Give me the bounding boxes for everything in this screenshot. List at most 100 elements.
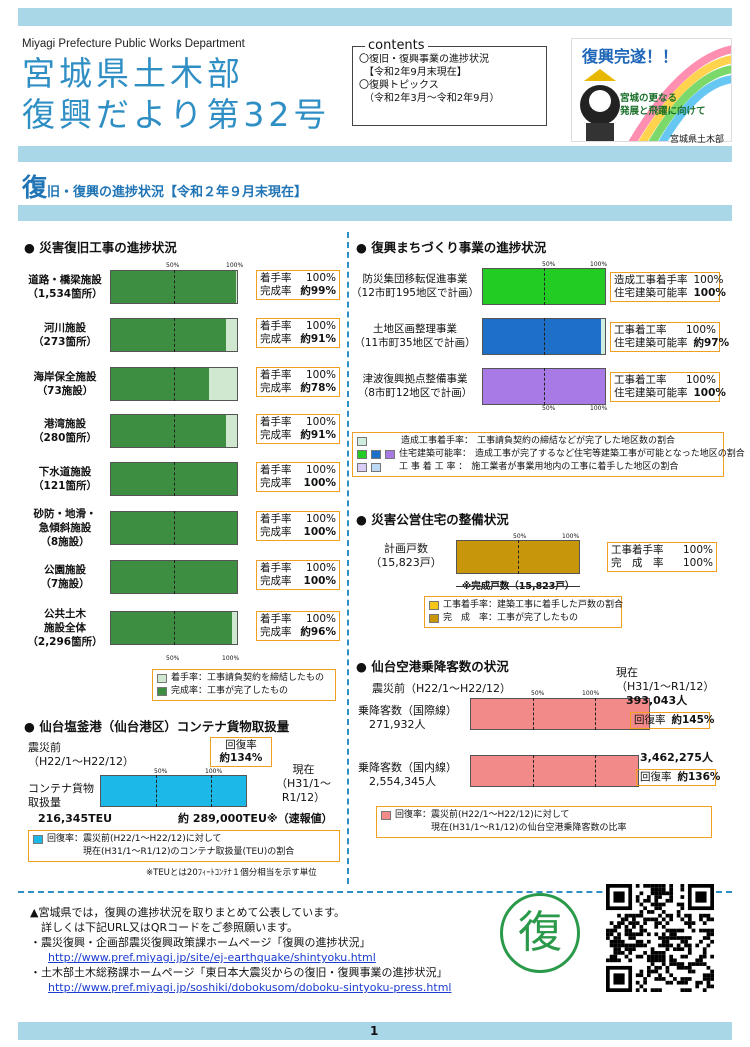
url-link-2[interactable]: http://www.pref.miyagi.jp/soshiki/doboku… xyxy=(48,981,452,994)
town-scale-50-top: 50% xyxy=(542,261,556,268)
legend-text: 造成工事が完了するなど住宅等建築工事が可能となった地区の割合 xyxy=(475,449,745,459)
rate-value: 約145% xyxy=(671,714,715,726)
rate-label: 住宅建築可能率 xyxy=(614,287,688,299)
airport-bar-50-line xyxy=(533,698,534,730)
legend-swatch xyxy=(385,450,395,459)
town-bar-midline xyxy=(544,368,545,405)
airport-before-label: 震災前（H22/1～H22/12） xyxy=(372,682,511,695)
disaster-item-label: 河川施設 （273箇所） xyxy=(33,322,97,348)
rate-value: 100% xyxy=(693,274,724,286)
legend-swatch xyxy=(357,450,367,459)
rate-value: 100% xyxy=(305,464,336,476)
housing-legend: 工事着手率：建築工事に着手した戸数の割合 完 成 率：工事が完了したもの xyxy=(424,596,624,628)
section-title: 復旧・復興の進捗状況【令和２年９月末現在】 xyxy=(22,168,307,204)
column-divider xyxy=(347,232,349,884)
badge-title: 復興完遂！！ xyxy=(582,47,679,66)
legend-item: 完成率：工事が完了したもの xyxy=(157,685,331,698)
legend-swatch xyxy=(429,601,439,610)
rate-value: 100% xyxy=(682,544,713,556)
rate-label: 完 成 率 xyxy=(611,557,664,569)
port-bar xyxy=(100,775,248,807)
legend-item: 回復率：震災前(H22/1～H22/12)に対して 現在(H31/1～R1/12… xyxy=(381,809,707,835)
rate-row: 回復率 約145% xyxy=(634,714,714,727)
port-scale-50: 50% xyxy=(154,768,168,775)
rate-value: 100% xyxy=(303,526,336,538)
town-scale-100-top: 100% xyxy=(590,261,608,268)
port-scale-100: 100% xyxy=(205,768,223,775)
rate-label: 回復率 xyxy=(640,771,672,783)
badge-org: 宮城県土木部 xyxy=(670,135,725,145)
disaster-bar xyxy=(110,462,238,496)
footer-bar xyxy=(18,1022,732,1040)
town-scale-50-bottom: 50% xyxy=(542,405,556,412)
legend-item: 造成工事着手率： 工事請負契約の締結などが完了した地区数の割合 xyxy=(357,435,719,448)
rate-value: 約91% xyxy=(300,429,336,441)
disaster-bar xyxy=(110,367,238,401)
airport-bar-100-line xyxy=(595,698,596,730)
rate-value: 100% xyxy=(305,562,336,574)
port-cargo-label: コンテナ貨物 取扱量 xyxy=(28,782,94,809)
housing-scale-100: 100% xyxy=(562,533,580,540)
housing-bar xyxy=(456,540,580,574)
rate-label: 工事着工率 xyxy=(614,324,667,336)
legend-item: 回復率：震災前(H22/1～H22/12)に対して 現在(H31/1～R1/12… xyxy=(33,833,335,859)
disaster-item-label: 砂防・地滑・ 急傾斜施設 （8施設） xyxy=(33,508,97,548)
rate-row: 完成率 約91% xyxy=(260,429,336,442)
rate-row: 完成率 約96% xyxy=(260,626,336,639)
rate-row: 着手率 100% xyxy=(260,272,336,285)
port-bar-100-line xyxy=(211,775,212,807)
rate-value: 100% xyxy=(305,272,336,284)
rate-row: 工事着工率 100% xyxy=(614,324,716,337)
rate-label: 着手率 xyxy=(260,369,292,381)
legend-label: 造成工事着手率： xyxy=(401,436,474,446)
disaster-item-label: 港湾施設 （280箇所） xyxy=(33,418,97,444)
rate-row: 回復率 約136% xyxy=(640,771,720,784)
rate-label: 完成率 xyxy=(260,285,292,297)
disaster-bar-midline xyxy=(174,367,175,401)
disaster-rate-box: 着手率 100% 完成率 約91% xyxy=(256,414,340,444)
legend-item: 住宅建築可能率： 造成工事が完了するなど住宅等建築工事が可能となった地区の割合 xyxy=(357,448,745,461)
scale-100-bottom: 100% xyxy=(222,655,240,662)
disaster-bar-midline xyxy=(174,560,175,594)
legend-text: 工事着手率：建築工事に着手した戸数の割合 xyxy=(443,600,624,610)
fukkou-mark: 復 xyxy=(500,893,580,973)
rate-value: 100% xyxy=(305,320,336,332)
rate-label: 着手率 xyxy=(260,562,292,574)
disaster-item-label: 海岸保全施設 （73施設） xyxy=(33,371,97,397)
badge-text-1: 宮城の更なる xyxy=(620,93,678,104)
town-item-label: 土地区画整理事業 （11市町35地区で計画） xyxy=(354,323,476,349)
legend-swatch xyxy=(357,437,367,446)
rate-value: 100% xyxy=(685,324,716,336)
rate-row: 着手率 100% xyxy=(260,416,336,429)
url-link-1[interactable]: http://www.pref.miyagi.jp/site/ej-earthq… xyxy=(48,951,376,964)
disaster-bar-fill xyxy=(111,319,226,351)
title-line1: 宮城県土木部 xyxy=(22,54,244,93)
town-bar xyxy=(482,268,606,305)
section-bar-lower xyxy=(18,205,732,221)
contents-item: （令和2年3月～令和2年9月） xyxy=(359,93,500,104)
disaster-bar-midline xyxy=(174,318,175,352)
rate-row: 工事着手率 100% xyxy=(611,544,713,557)
qr-code[interactable] xyxy=(606,884,714,992)
legend-swatch xyxy=(429,614,439,623)
page-number: 1 xyxy=(370,1024,379,1038)
rate-row: 完成率 約91% xyxy=(260,333,336,346)
legend-swatch xyxy=(157,687,167,696)
disaster-rate-box: 着手率 100% 完成率 約78% xyxy=(256,367,340,397)
rate-row: 着手率 100% xyxy=(260,613,336,626)
disaster-heading: ● 災害復旧工事の進捗状況 xyxy=(24,240,177,255)
airport-now-value: 3,462,275人 xyxy=(640,751,713,764)
rate-label: 着手率 xyxy=(260,320,292,332)
rate-row: 着手率 100% xyxy=(260,464,336,477)
disaster-rate-box: 着手率 100% 完成率 約99% xyxy=(256,270,340,300)
port-now-label: 現在 （H31/1～ R1/12） xyxy=(276,763,331,804)
info-line: ・震災復興・企画部震災復興政策課ホームページ「復興の進捗状況」 xyxy=(30,936,371,949)
rate-row: 着手率 100% xyxy=(260,320,336,333)
airport-rate-box: 回復率 約145% xyxy=(630,712,714,729)
legend-swatch xyxy=(371,450,381,459)
housing-label: 計画戸数 （15,823戸） xyxy=(370,542,442,569)
rate-value: 100% xyxy=(693,387,726,399)
bottom-divider xyxy=(18,891,732,893)
rate-row: 住宅建築可能率 100% xyxy=(614,387,726,400)
rainbow-illustration xyxy=(580,45,731,141)
